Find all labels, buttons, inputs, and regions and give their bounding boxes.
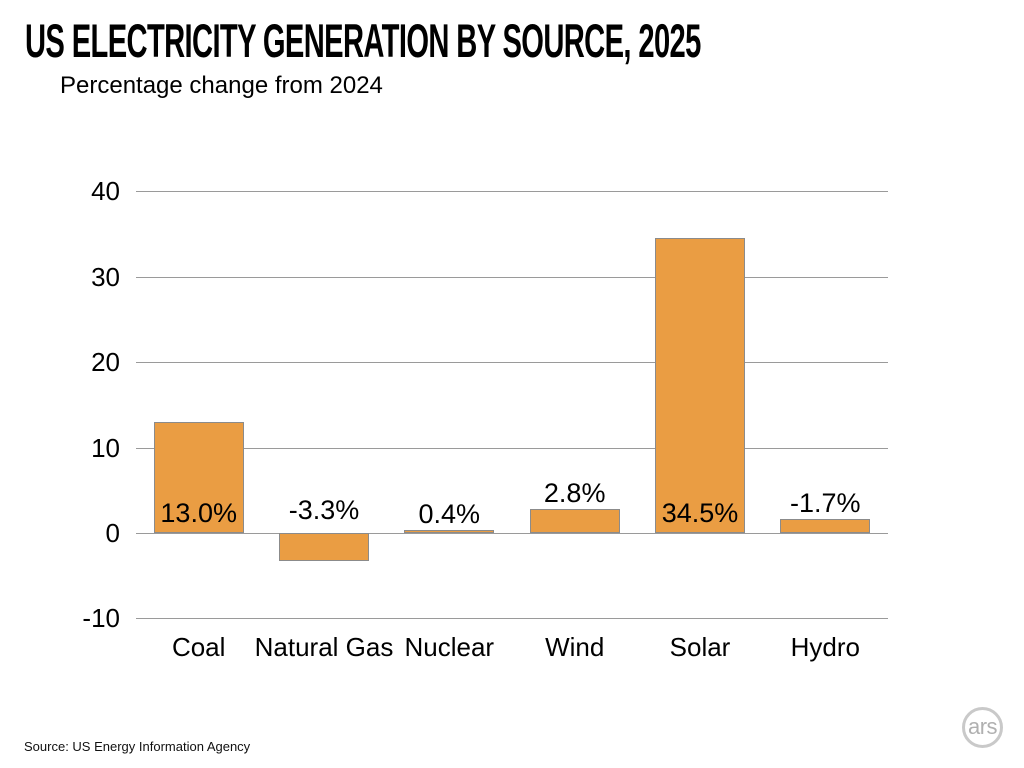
category-label: Natural Gas (254, 632, 394, 662)
chart-subtitle: Percentage change from 2024 (60, 72, 383, 99)
bar-value-label: -1.7% (790, 487, 861, 518)
ars-logo-text: ars (967, 713, 998, 739)
gridline-40 (136, 191, 888, 193)
gridline-30 (136, 276, 888, 278)
gridline--10 (136, 618, 888, 620)
category-label: Solar (669, 632, 731, 662)
source-attribution: Source: US Energy Information Agency (24, 739, 251, 754)
chart-title: US ELECTRICITY GENERATION BY SOURCE, 202… (25, 14, 701, 67)
bar-value-label: 34.5% (661, 498, 739, 528)
bar-value-label: 2.8% (543, 478, 606, 509)
bar-nuclear (404, 529, 495, 533)
category-label: Nuclear (404, 632, 495, 662)
y-axis-tick-label: 30 (91, 261, 120, 292)
category-label: Wind (545, 632, 605, 662)
bar-wind (529, 509, 620, 533)
bar-natural-gas (279, 533, 369, 562)
y-axis-tick-label: -10 (82, 603, 120, 634)
bar-value-label: -3.3% (288, 495, 360, 525)
gridline-10 (136, 447, 888, 449)
bar-value-label: 13.0% (160, 498, 237, 528)
gridline-0 (136, 533, 888, 534)
bar-coal (153, 422, 244, 533)
y-axis-tick-label: 0 (105, 518, 120, 548)
y-axis-tick-label: 40 (91, 176, 120, 207)
category-label: Hydro (790, 632, 860, 662)
gridline-20 (136, 362, 888, 364)
bar-value-label: 0.4% (418, 498, 481, 529)
bar-hydro (780, 518, 871, 533)
category-label: Coal (171, 632, 226, 662)
y-axis-tick-label: 10 (91, 432, 120, 463)
ars-logo-icon: ars (962, 707, 1003, 748)
y-axis-tick-label: 20 (91, 347, 120, 378)
bar-solar (655, 238, 745, 533)
